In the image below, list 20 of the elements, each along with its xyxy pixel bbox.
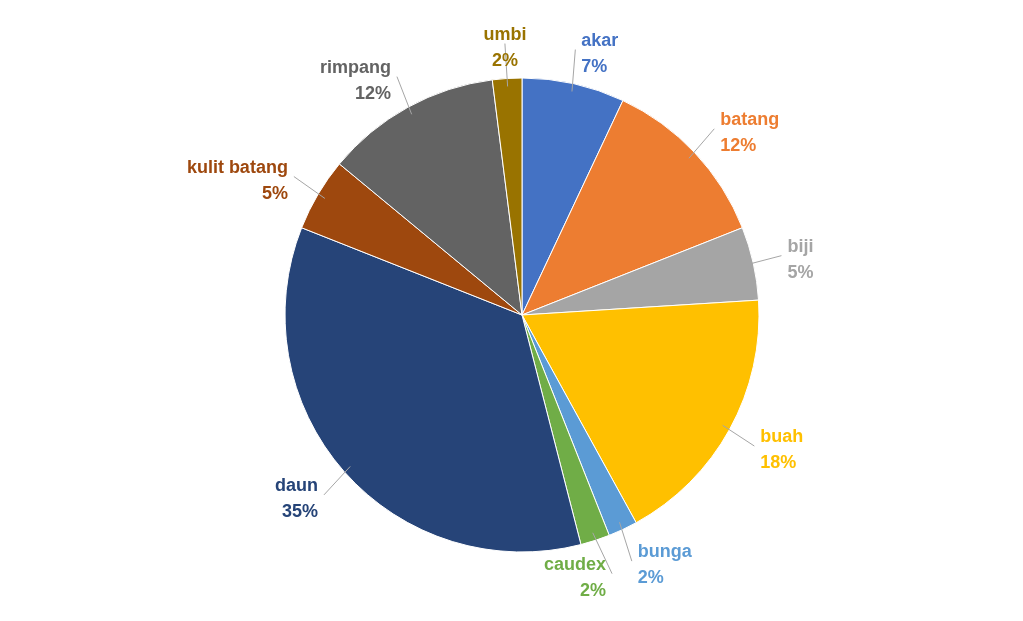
data-label: 18% <box>760 452 797 473</box>
data-label: 7% <box>581 55 608 76</box>
slice-label: caudex <box>544 553 607 574</box>
data-label: 5% <box>261 182 288 203</box>
data-label: 12% <box>720 134 757 155</box>
data-label: 5% <box>787 261 814 282</box>
data-label: 2% <box>637 567 664 588</box>
data-label: 2% <box>580 579 607 600</box>
slice-label: bunga <box>637 541 693 562</box>
slice-label: umbi <box>483 23 527 44</box>
data-label: 2% <box>491 49 518 70</box>
slice-label: daun <box>274 474 318 495</box>
slice-label: kulit batang <box>186 156 288 177</box>
slice-label: akar <box>581 29 619 50</box>
slice-label: biji <box>787 235 814 256</box>
slice-label: buah <box>760 426 804 447</box>
data-label: 12% <box>354 82 391 103</box>
data-label: 35% <box>281 500 318 521</box>
slice-label: rimpang <box>319 56 391 77</box>
slice-label: batang <box>720 108 780 129</box>
